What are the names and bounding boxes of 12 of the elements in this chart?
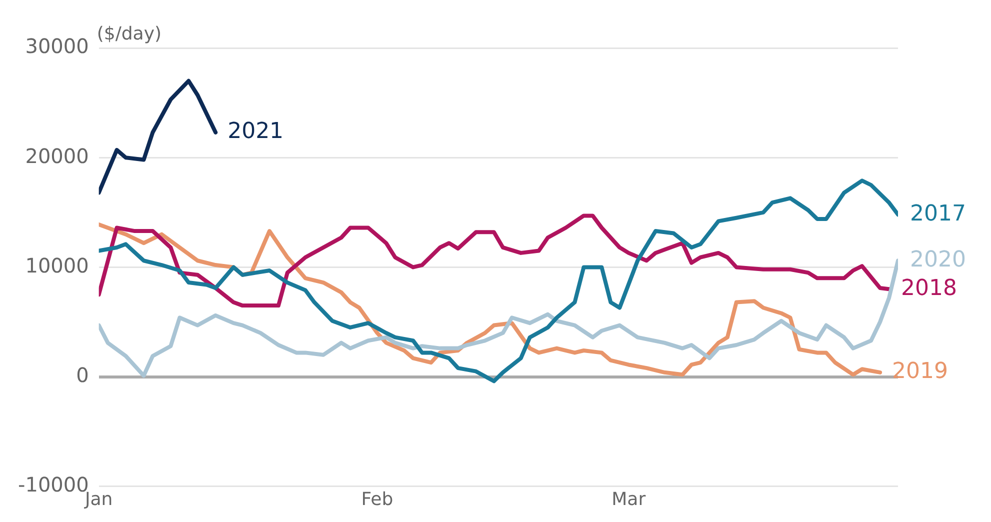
series-label: 2018 [901,276,958,301]
y-tick-label: 30000 [25,34,89,58]
series-label: 2021 [228,119,284,144]
y-tick-label: 0 [76,363,89,388]
series-label: 2017 [910,201,966,226]
y-tick-label: 10000 [25,253,89,278]
x-tick-label: Feb [361,488,394,510]
series-label: 2020 [910,247,966,272]
series-label: 2019 [892,359,948,384]
x-tick-label: Mar [612,488,646,510]
y-axis-title: ($/day) [96,24,162,45]
y-tick-label: 20000 [25,144,89,168]
